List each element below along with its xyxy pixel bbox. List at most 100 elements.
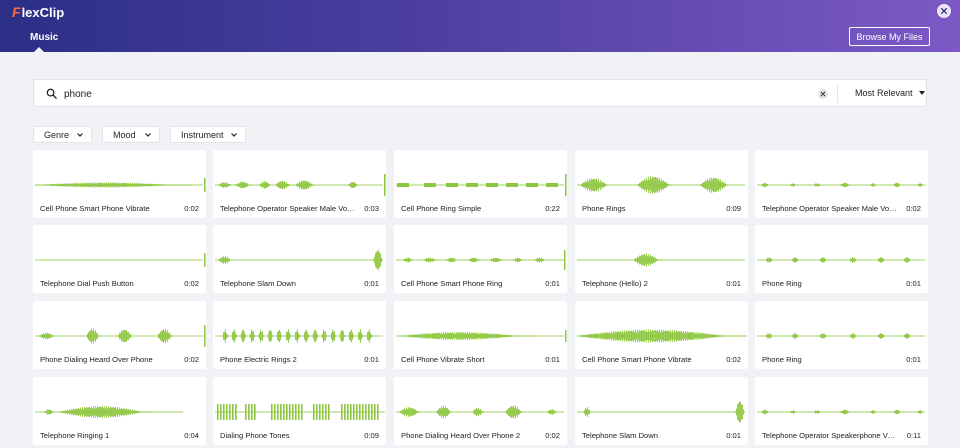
track-card[interactable]: Telephone Dial Push Button 0:02 [33,225,206,293]
filter-instrument[interactable]: Instrument [170,126,246,143]
track-title: Telephone Slam Down [220,279,296,288]
waveform-graphic [215,174,386,196]
logo-text: lexClip [21,4,65,20]
track-title: Cell Phone Ring Simple [401,204,482,213]
track-card[interactable]: Phone Dialing Heard Over Phone 2 0:02 [394,377,567,445]
filter-label: Instrument [181,129,224,140]
filter-label: Mood [113,129,136,140]
track-duration: 0:02 [545,431,560,440]
track-card[interactable]: Telephone Operator Speaker Male Voic... 0… [213,150,386,218]
logo-mark: F [12,4,21,20]
waveform-graphic [577,329,747,343]
track-title: Telephone Ringing 1 [40,431,110,440]
track-duration: 0:01 [545,355,560,364]
track-card[interactable]: Telephone Slam Down 0:01 [575,377,748,445]
filter-genre[interactable]: Genre [33,126,92,143]
search-bar: Most Relevant [33,79,927,107]
track-card[interactable]: Telephone Ringing 1 0:04 [33,377,206,445]
filter-mood[interactable]: Mood [102,126,160,143]
track-card[interactable]: Telephone (Hello) 2 0:01 [575,225,748,293]
track-title: Telephone (Hello) 2 [582,279,648,288]
track-duration: 0:01 [906,355,921,364]
waveform-graphic [35,253,206,267]
waveform-graphic [396,405,564,419]
track-card[interactable]: Phone Dialing Heard Over Phone 0:02 [33,301,206,369]
waveform-graphic [577,176,745,194]
track-duration: 0:09 [726,204,741,213]
chevron-down-icon [77,133,83,137]
track-duration: 0:04 [184,431,199,440]
waveform-graphic [396,174,567,196]
track-title: Telephone Dial Push Button [40,279,134,288]
search-icon [46,88,57,99]
app-header: F lexClip Music Browse My Files [0,0,960,52]
track-duration: 0:02 [184,355,199,364]
track-duration: 0:01 [726,279,741,288]
track-card[interactable]: Phone Ring 0:01 [755,225,928,293]
track-title: Phone Ring [762,279,802,288]
track-title: Phone Dialing Heard Over Phone [40,355,153,364]
track-duration: 0:09 [364,431,379,440]
waveform-graphic [757,257,925,263]
waveform-graphic [577,401,745,423]
search-divider [837,85,838,103]
track-duration: 0:02 [726,355,741,364]
tab-active-indicator [34,47,44,52]
waveform-graphic [35,178,206,192]
track-title: Telephone Operator Speaker Male Voic... [762,204,897,213]
track-duration: 0:02 [184,204,199,213]
track-card[interactable]: Phone Ring 0:01 [755,301,928,369]
clear-search-button[interactable] [818,89,828,99]
track-title: Phone Electric Rings 2 [220,355,297,364]
track-card[interactable]: Cell Phone Smart Phone Vibrate 0:02 [575,301,748,369]
track-duration: 0:01 [364,355,379,364]
track-title: Cell Phone Smart Phone Vibrate [582,355,692,364]
track-card[interactable]: Cell Phone Ring Simple 0:22 [394,150,567,218]
waveform-graphic [215,250,383,270]
waveform-graphic [215,329,383,343]
track-duration: 0:11 [906,431,921,440]
browse-my-files-button[interactable]: Browse My Files [849,27,930,46]
search-input[interactable] [64,85,824,103]
waveform-graphic [757,333,925,339]
track-card[interactable]: Telephone Operator Speakerphone Voi... 0:… [755,377,928,445]
track-duration: 0:02 [906,204,921,213]
track-title: Telephone Operator Speaker Male Voic... [220,204,355,213]
track-card[interactable]: Phone Electric Rings 2 0:01 [213,301,386,369]
track-duration: 0:22 [545,204,560,213]
track-duration: 0:03 [364,204,379,213]
clear-icon [820,91,826,97]
waveform-graphic [396,330,567,342]
track-duration: 0:01 [906,279,921,288]
track-title: Dialing Phone Tones [220,431,290,440]
track-title: Phone Ring [762,355,802,364]
waveform-graphic [757,182,925,188]
track-card[interactable]: Telephone Slam Down 0:01 [213,225,386,293]
track-duration: 0:01 [364,279,379,288]
track-title: Phone Dialing Heard Over Phone 2 [401,431,521,440]
track-duration: 0:01 [726,431,741,440]
waveform-graphic [757,409,925,415]
track-card[interactable]: Telephone Operator Speaker Male Voic... 0… [755,150,928,218]
close-icon [940,7,948,15]
track-card[interactable]: Cell Phone Smart Phone Vibrate 0:02 [33,150,206,218]
track-title: Cell Phone Vibrate Short [401,355,485,364]
sort-dropdown[interactable]: Most Relevant [855,88,925,98]
track-title: Telephone Operator Speakerphone Voi... [762,431,897,440]
track-card[interactable]: Cell Phone Smart Phone Ring 0:01 [394,225,567,293]
track-title: Cell Phone Smart Phone Vibrate [40,204,150,213]
chevron-down-icon [145,133,151,137]
track-card[interactable]: Cell Phone Vibrate Short 0:01 [394,301,567,369]
track-duration: 0:02 [184,279,199,288]
sort-label: Most Relevant [855,88,913,98]
track-card[interactable]: Dialing Phone Tones 0:09 [213,377,386,445]
chevron-down-icon [231,133,237,137]
tab-music[interactable]: Music [30,32,59,43]
waveform-graphic [35,406,183,418]
waveform-graphic [577,253,745,267]
flexclip-logo[interactable]: F lexClip [12,4,64,20]
close-button[interactable] [937,4,951,18]
track-duration: 0:01 [545,279,560,288]
track-card[interactable]: Phone Rings 0:09 [575,150,748,218]
track-title: Phone Rings [582,204,626,213]
